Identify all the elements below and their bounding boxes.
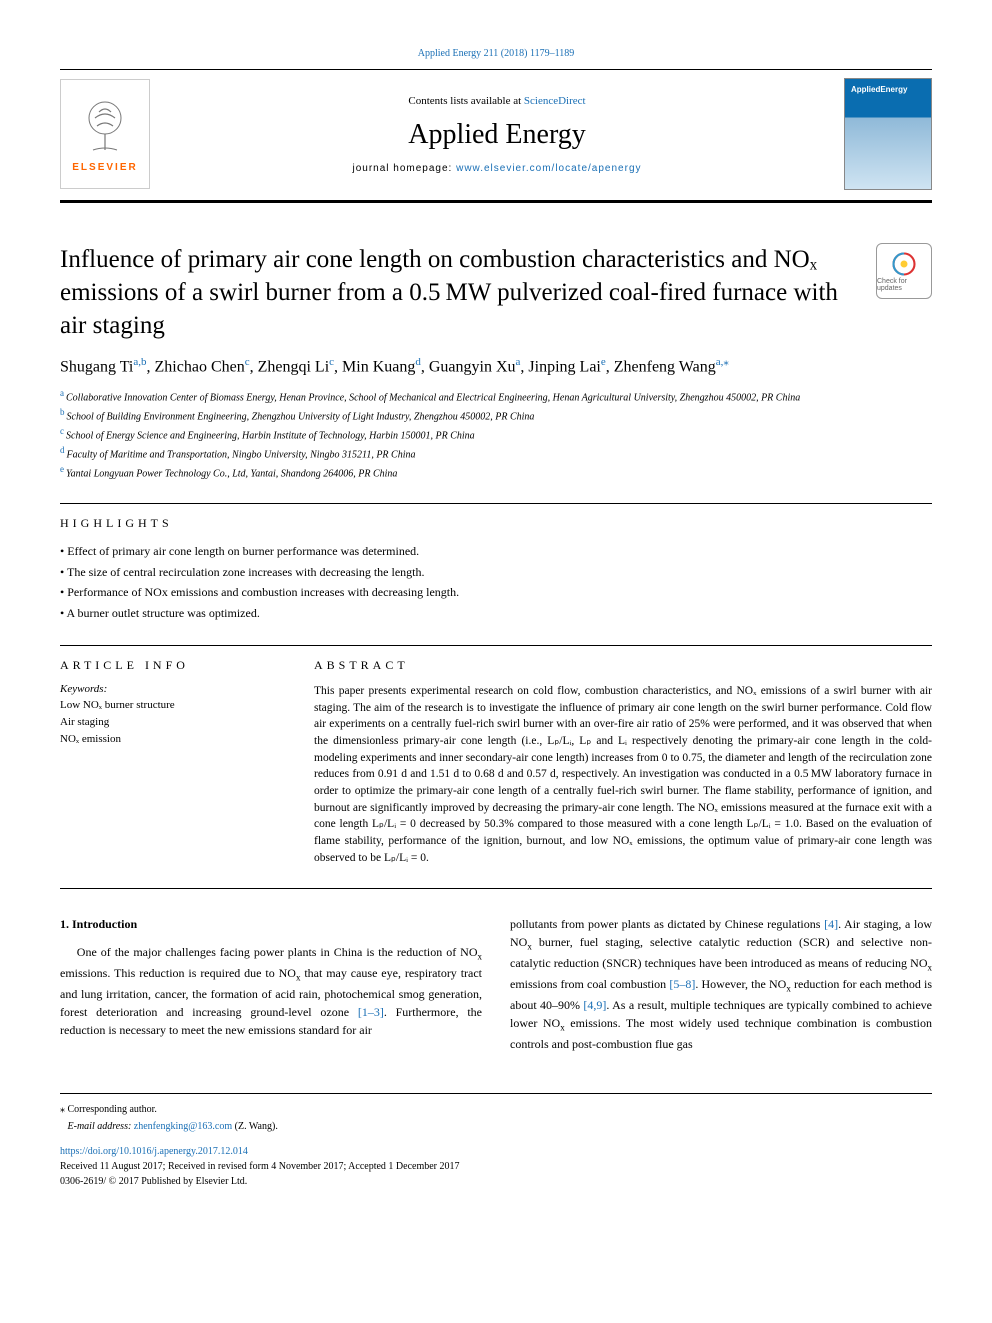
section-heading-intro: 1. Introduction xyxy=(60,915,482,933)
elsevier-logo: ELSEVIER xyxy=(60,79,150,189)
affiliation-line: dFaculty of Maritime and Transportation,… xyxy=(60,444,932,463)
contents-available-line: Contents lists available at ScienceDirec… xyxy=(166,95,828,107)
body-paragraph: One of the major challenges facing power… xyxy=(60,943,482,1039)
abstract-heading: ABSTRACT xyxy=(314,658,932,673)
cover-title: AppliedEnergy xyxy=(845,79,931,100)
corr-email-link[interactable]: zhenfengking@163.com xyxy=(134,1121,232,1132)
journal-homepage-line: journal homepage: www.elsevier.com/locat… xyxy=(166,163,828,174)
highlight-item: Performance of NOx emissions and combust… xyxy=(60,582,932,602)
highlights-section: HIGHLIGHTS Effect of primary air cone le… xyxy=(60,516,932,623)
email-suffix: (Z. Wang). xyxy=(232,1121,278,1132)
doi-link[interactable]: https://doi.org/10.1016/j.apenergy.2017.… xyxy=(60,1146,248,1157)
crossmark-label: Check for updates xyxy=(877,278,931,292)
body-two-column: 1. Introduction One of the major challen… xyxy=(60,915,932,1053)
affiliations: aCollaborative Innovation Center of Biom… xyxy=(60,387,932,481)
highlight-item: The size of central recirculation zone i… xyxy=(60,562,932,582)
divider xyxy=(60,503,932,504)
divider xyxy=(60,888,932,889)
elsevier-wordmark: ELSEVIER xyxy=(72,162,137,173)
affiliation-line: eYantai Longyuan Power Technology Co., L… xyxy=(60,463,932,482)
abstract-text: This paper presents experimental researc… xyxy=(314,683,932,866)
article-history: Received 11 August 2017; Received in rev… xyxy=(60,1159,932,1174)
section-number: 1. xyxy=(60,917,69,931)
affiliation-line: aCollaborative Innovation Center of Biom… xyxy=(60,387,932,406)
keyword-item: NOₓ emission xyxy=(60,731,280,748)
corr-label: ⁎ Corresponding author. xyxy=(60,1104,157,1115)
body-paragraph: pollutants from power plants as dictated… xyxy=(510,915,932,1053)
affiliation-line: cSchool of Energy Science and Engineerin… xyxy=(60,425,932,444)
keywords-label: Keywords: xyxy=(60,683,280,695)
highlight-item: Effect of primary air cone length on bur… xyxy=(60,541,932,561)
keywords-list: Low NOₓ burner structureAir stagingNOₓ e… xyxy=(60,697,280,748)
corresponding-author-note: ⁎ Corresponding author. xyxy=(60,1100,932,1120)
highlight-item: A burner outlet structure was optimized. xyxy=(60,603,932,623)
highlights-heading: HIGHLIGHTS xyxy=(60,516,932,531)
divider xyxy=(60,645,932,646)
running-citation: Applied Energy 211 (2018) 1179–1189 xyxy=(60,48,932,59)
keyword-item: Air staging xyxy=(60,714,280,731)
article-info-heading: ARTICLE INFO xyxy=(60,658,280,673)
journal-homepage-link[interactable]: www.elsevier.com/locate/apenergy xyxy=(456,163,641,174)
contents-prefix: Contents lists available at xyxy=(408,95,523,107)
sciencedirect-link[interactable]: ScienceDirect xyxy=(524,95,586,107)
author-list: Shugang Tia,b, Zhichao Chenc, Zhengqi Li… xyxy=(60,354,932,379)
crossmark-badge[interactable]: Check for updates xyxy=(876,243,932,299)
affiliation-line: bSchool of Building Environment Engineer… xyxy=(60,406,932,425)
email-line: E-mail address: zhenfengking@163.com (Z.… xyxy=(60,1119,932,1134)
article-title: Influence of primary air cone length on … xyxy=(60,243,862,342)
abstract-column: ABSTRACT This paper presents experimenta… xyxy=(314,658,932,866)
masthead: ELSEVIER Contents lists available at Sci… xyxy=(60,69,932,203)
article-footer: ⁎ Corresponding author. E-mail address: … xyxy=(60,1093,932,1190)
crossmark-icon xyxy=(890,250,918,278)
homepage-prefix: journal homepage: xyxy=(352,163,456,174)
section-title: Introduction xyxy=(72,917,137,931)
article-info-column: ARTICLE INFO Keywords: Low NOₓ burner st… xyxy=(60,658,280,866)
highlights-list: Effect of primary air cone length on bur… xyxy=(60,541,932,623)
elsevier-tree-icon xyxy=(75,96,135,156)
keyword-item: Low NOₓ burner structure xyxy=(60,697,280,714)
journal-name: Applied Energy xyxy=(166,119,828,151)
copyright-line: 0306-2619/ © 2017 Published by Elsevier … xyxy=(60,1174,932,1189)
email-label: E-mail address: xyxy=(68,1121,134,1132)
journal-cover-thumbnail: AppliedEnergy xyxy=(844,78,932,190)
